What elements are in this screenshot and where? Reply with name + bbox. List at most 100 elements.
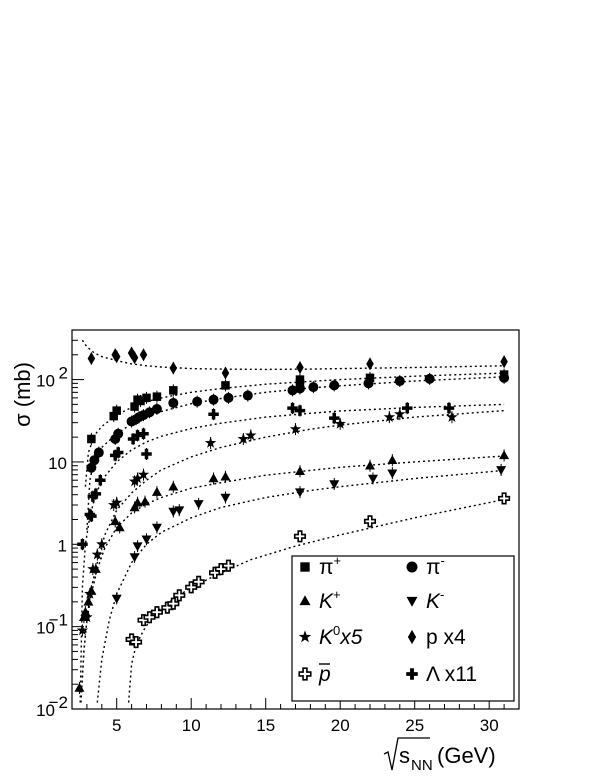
legend-label-sup: + [334, 553, 342, 568]
fit-curve [84, 372, 505, 487]
x-tick-label: 30 [480, 716, 499, 735]
data-point [76, 624, 89, 636]
data-point [81, 611, 93, 623]
data-point [87, 563, 99, 574]
data-point [237, 433, 250, 444]
data-point [208, 473, 219, 483]
data-point [151, 523, 162, 533]
data-point [387, 469, 398, 479]
data-point [129, 553, 140, 563]
data-point [96, 538, 108, 550]
legend-marker [406, 668, 418, 680]
data-point [136, 396, 145, 406]
data-point [132, 497, 143, 507]
y-tick-label: 10 [36, 372, 55, 391]
legend-label-sup: + [333, 587, 341, 602]
data-point [131, 472, 144, 484]
data-point [328, 412, 340, 424]
legend-label-main: π [426, 556, 441, 579]
data-point [129, 502, 140, 512]
data-point [112, 350, 121, 364]
data-point [367, 474, 378, 484]
sqrt-sign [383, 737, 430, 771]
data-point [294, 466, 305, 476]
legend-label: Λ x11 [426, 663, 477, 686]
data-point [185, 581, 198, 594]
data-point [93, 447, 104, 458]
data-point [140, 496, 151, 506]
y-tick-exponent: −1 [49, 611, 68, 630]
x-axis-label-unit: (GeV) [437, 743, 496, 768]
legend-label-main: K [426, 590, 441, 613]
legend-marker [298, 630, 312, 643]
data-point [221, 381, 230, 390]
data-points [74, 346, 511, 694]
data-point [110, 516, 121, 526]
data-point [89, 455, 100, 466]
legend-label-main: K [319, 590, 334, 613]
data-point [138, 428, 149, 439]
y-tick-label: 1 [58, 536, 67, 555]
data-point [87, 434, 96, 444]
legend-marker [298, 667, 312, 681]
data-point [496, 466, 507, 476]
data-point [169, 361, 178, 375]
data-point [169, 386, 178, 395]
data-point [95, 474, 106, 486]
data-point [74, 682, 85, 692]
data-point [83, 596, 94, 606]
data-point [130, 402, 139, 411]
data-point [90, 488, 102, 500]
data-point [446, 411, 458, 422]
data-point [142, 393, 151, 403]
data-point [174, 506, 185, 516]
data-point [294, 488, 305, 498]
data-point [498, 492, 511, 505]
data-point [150, 606, 163, 619]
data-point [108, 499, 120, 510]
legend-label: π+ [319, 553, 341, 579]
data-point [80, 606, 91, 616]
legend-label: p x4 [426, 626, 466, 649]
data-point [365, 460, 375, 470]
legend-label-sup: - [440, 587, 444, 602]
legend-label: p [318, 663, 331, 686]
legend-label-sup: 0 [333, 623, 340, 638]
data-point [208, 394, 219, 405]
data-point [192, 575, 205, 588]
data-point [287, 402, 298, 414]
x-tick-label: 20 [331, 716, 350, 735]
data-point [387, 454, 398, 464]
legend-label-main: π [319, 556, 334, 579]
data-point [500, 355, 508, 369]
data-point [363, 515, 377, 528]
legend-label-main: p x4 [426, 626, 466, 649]
data-point [221, 366, 230, 380]
x-axis-label-main: s [399, 743, 410, 768]
data-point [109, 411, 118, 421]
data-point [296, 361, 304, 375]
data-point [141, 448, 152, 460]
data-point [402, 402, 413, 414]
data-point [151, 486, 162, 496]
data-point [383, 411, 396, 422]
data-point [220, 471, 231, 481]
data-point [152, 392, 162, 401]
data-point [220, 493, 231, 503]
data-point [139, 348, 148, 362]
data-point [294, 383, 305, 394]
data-point [499, 450, 510, 460]
y-tick-exponent: −2 [49, 693, 68, 712]
legend-label-main: Λ x11 [426, 663, 477, 686]
data-point [173, 589, 186, 602]
x-tick-label: 10 [182, 716, 201, 735]
data-point [329, 380, 340, 391]
data-point [499, 372, 510, 383]
data-point [167, 597, 180, 610]
data-point [84, 587, 96, 599]
data-point [87, 352, 96, 366]
data-point [245, 429, 257, 441]
data-point [77, 539, 88, 550]
data-point [394, 376, 405, 387]
